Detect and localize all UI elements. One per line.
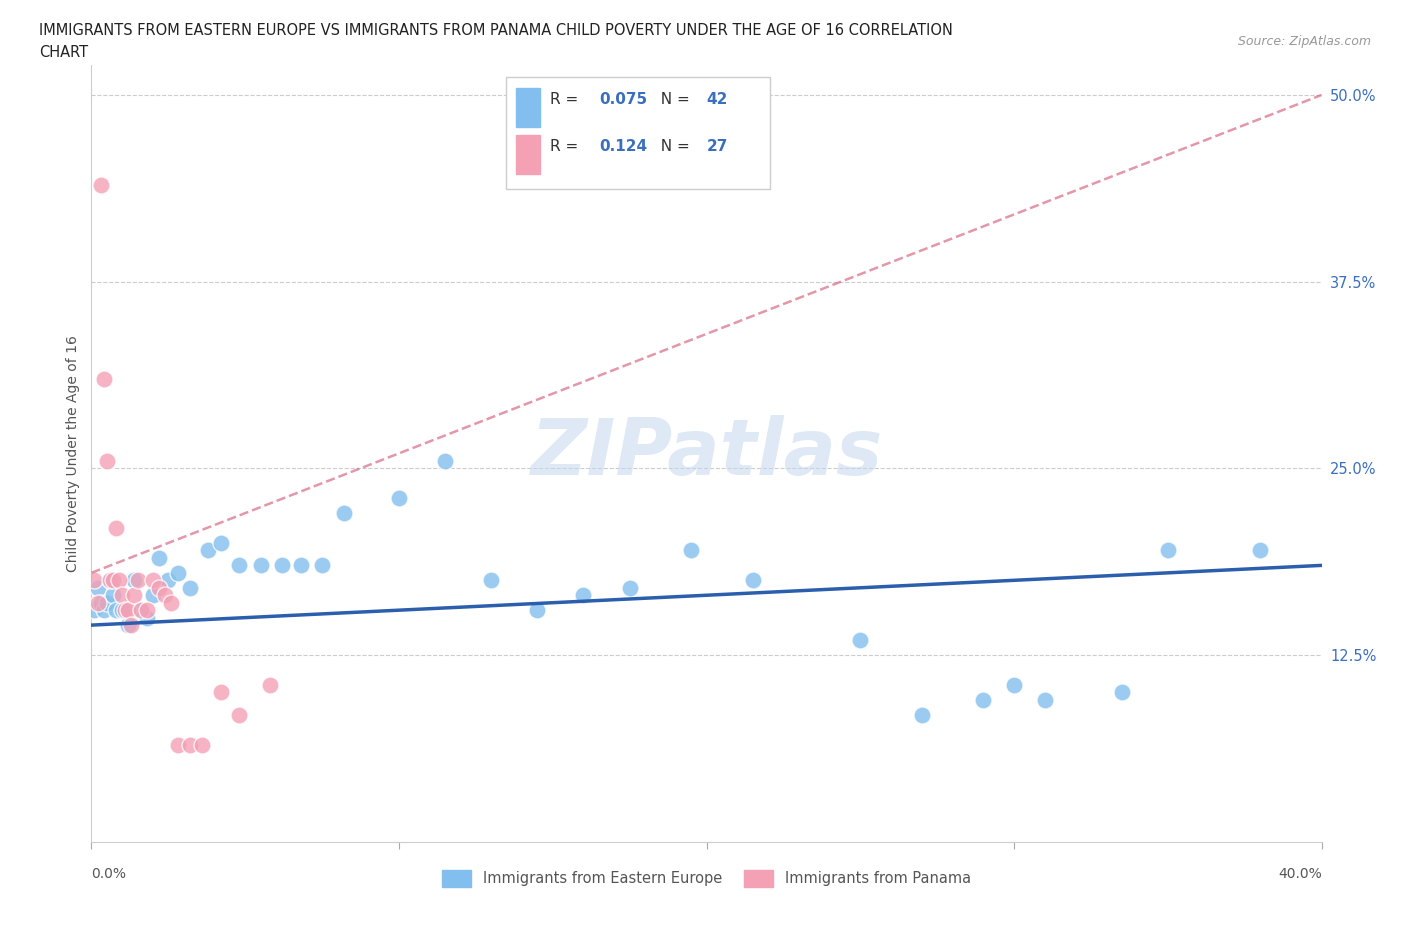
Point: [86, 595, 108, 610]
Point: [129, 603, 152, 618]
Text: 0.124: 0.124: [599, 139, 648, 153]
Point: [93, 603, 115, 618]
Point: [105, 521, 127, 536]
Point: [197, 543, 219, 558]
Y-axis label: Child Poverty Under the Age of 16: Child Poverty Under the Age of 16: [66, 335, 80, 572]
Point: [209, 684, 232, 699]
Point: [681, 543, 703, 558]
Point: [1033, 692, 1056, 707]
Point: [127, 573, 149, 588]
Text: ZIPatlas: ZIPatlas: [530, 416, 883, 491]
Point: [741, 573, 763, 588]
Text: CHART: CHART: [39, 45, 89, 60]
Point: [166, 565, 188, 580]
Text: 0.075: 0.075: [599, 92, 648, 107]
Point: [1111, 684, 1133, 699]
Legend: Immigrants from Eastern Europe, Immigrants from Panama: Immigrants from Eastern Europe, Immigran…: [436, 864, 977, 893]
Point: [93, 371, 115, 386]
Point: [90, 177, 112, 192]
Point: [108, 573, 131, 588]
Point: [972, 692, 994, 707]
Point: [179, 580, 201, 595]
Point: [166, 737, 188, 752]
Text: 27: 27: [706, 139, 728, 153]
Point: [117, 618, 139, 632]
Point: [228, 708, 250, 723]
Point: [479, 573, 502, 588]
Point: [86, 580, 108, 595]
Point: [142, 588, 165, 603]
Point: [129, 603, 152, 618]
Point: [179, 737, 201, 752]
Point: [111, 603, 134, 618]
Text: R =: R =: [550, 139, 583, 153]
Point: [105, 603, 127, 618]
Point: [90, 595, 112, 610]
Point: [619, 580, 641, 595]
Point: [1157, 543, 1180, 558]
Point: [111, 588, 134, 603]
Point: [271, 558, 294, 573]
Point: [157, 573, 180, 588]
Point: [83, 573, 105, 588]
Text: N =: N =: [651, 92, 695, 107]
Text: Source: ZipAtlas.com: Source: ZipAtlas.com: [1237, 35, 1371, 48]
Point: [572, 588, 595, 603]
Point: [290, 558, 312, 573]
Point: [388, 491, 411, 506]
FancyBboxPatch shape: [506, 77, 770, 190]
Point: [849, 632, 872, 647]
Point: [153, 588, 177, 603]
Point: [1002, 677, 1025, 692]
Point: [124, 588, 146, 603]
Point: [96, 454, 118, 469]
Text: 40.0%: 40.0%: [1278, 867, 1322, 881]
Point: [209, 536, 232, 551]
Point: [228, 558, 250, 573]
Point: [101, 573, 124, 588]
Point: [249, 558, 271, 573]
Bar: [516, 88, 540, 127]
Point: [117, 603, 139, 618]
Point: [148, 551, 170, 565]
Point: [135, 610, 157, 625]
Point: [434, 454, 457, 469]
Point: [191, 737, 214, 752]
Point: [98, 573, 121, 588]
Text: 42: 42: [706, 92, 728, 107]
Point: [96, 595, 118, 610]
Bar: [516, 135, 540, 174]
Point: [98, 573, 121, 588]
Point: [1249, 543, 1271, 558]
Point: [526, 603, 548, 618]
Point: [124, 573, 146, 588]
Point: [259, 677, 281, 692]
Point: [911, 708, 934, 723]
Point: [120, 618, 142, 632]
Point: [114, 603, 136, 618]
Point: [83, 603, 105, 618]
Text: IMMIGRANTS FROM EASTERN EUROPE VS IMMIGRANTS FROM PANAMA CHILD POVERTY UNDER THE: IMMIGRANTS FROM EASTERN EUROPE VS IMMIGR…: [39, 23, 953, 38]
Point: [332, 506, 354, 521]
Text: N =: N =: [651, 139, 695, 153]
Point: [135, 603, 157, 618]
Text: 0.0%: 0.0%: [91, 867, 127, 881]
Point: [148, 580, 170, 595]
Text: R =: R =: [550, 92, 583, 107]
Point: [311, 558, 333, 573]
Point: [160, 595, 183, 610]
Point: [101, 588, 124, 603]
Point: [142, 573, 165, 588]
